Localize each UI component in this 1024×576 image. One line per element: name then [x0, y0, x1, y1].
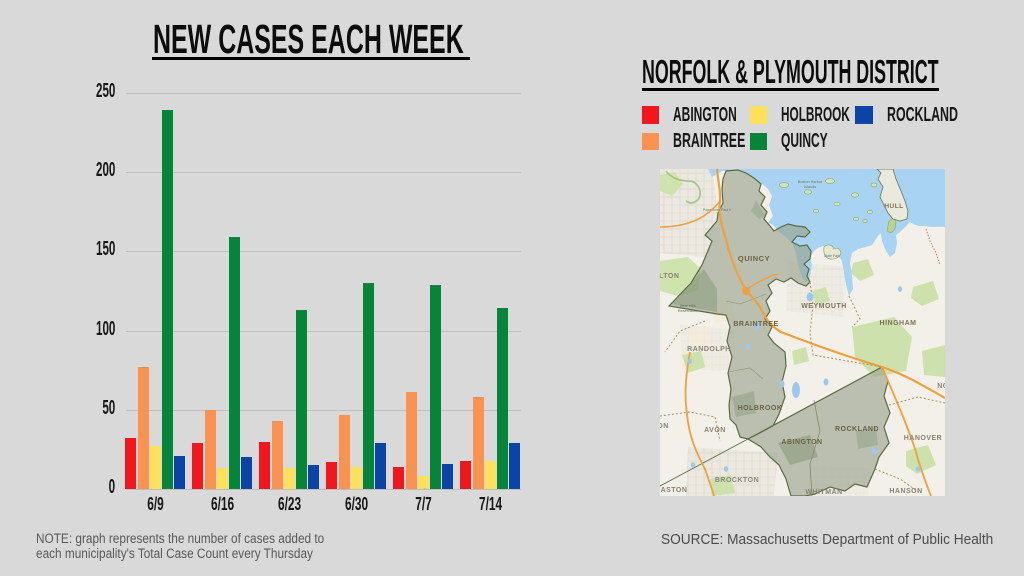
svg-text:BRAINTREE: BRAINTREE — [733, 321, 778, 328]
svg-text:ROCKLAND: ROCKLAND — [835, 426, 879, 433]
svg-text:WEYMOUTH: WEYMOUTH — [801, 303, 847, 310]
svg-text:ON: ON — [660, 423, 669, 430]
svg-text:HANSON: HANSON — [889, 488, 922, 495]
svg-text:ILTON: ILTON — [660, 273, 679, 280]
svg-text:HOLBROOK: HOLBROOK — [738, 405, 783, 412]
svg-text:NO: NO — [937, 383, 945, 390]
svg-text:WHITMAN: WHITMAN — [805, 489, 842, 496]
svg-text:BROCKTON: BROCKTON — [715, 477, 759, 484]
svg-text:Reservation: Reservation — [678, 309, 698, 313]
svg-text:HANOVER: HANOVER — [904, 435, 943, 442]
svg-text:Islands: Islands — [804, 185, 816, 189]
svg-text:QUINCY: QUINCY — [738, 254, 770, 263]
svg-text:ABINGTON: ABINGTON — [781, 439, 822, 446]
svg-text:Boston Harbor: Boston Harbor — [798, 180, 823, 184]
svg-text:Pope John Paul II: Pope John Paul II — [703, 208, 731, 212]
svg-text:AVON: AVON — [704, 427, 726, 434]
svg-text:State Park: State Park — [824, 254, 840, 258]
svg-text:RANDOLPH: RANDOLPH — [687, 346, 731, 353]
svg-text:ASTON: ASTON — [661, 487, 688, 494]
svg-text:Blue Hills: Blue Hills — [680, 304, 696, 308]
svg-text:HINGHAM: HINGHAM — [880, 320, 917, 327]
svg-text:HULL: HULL — [884, 203, 903, 210]
